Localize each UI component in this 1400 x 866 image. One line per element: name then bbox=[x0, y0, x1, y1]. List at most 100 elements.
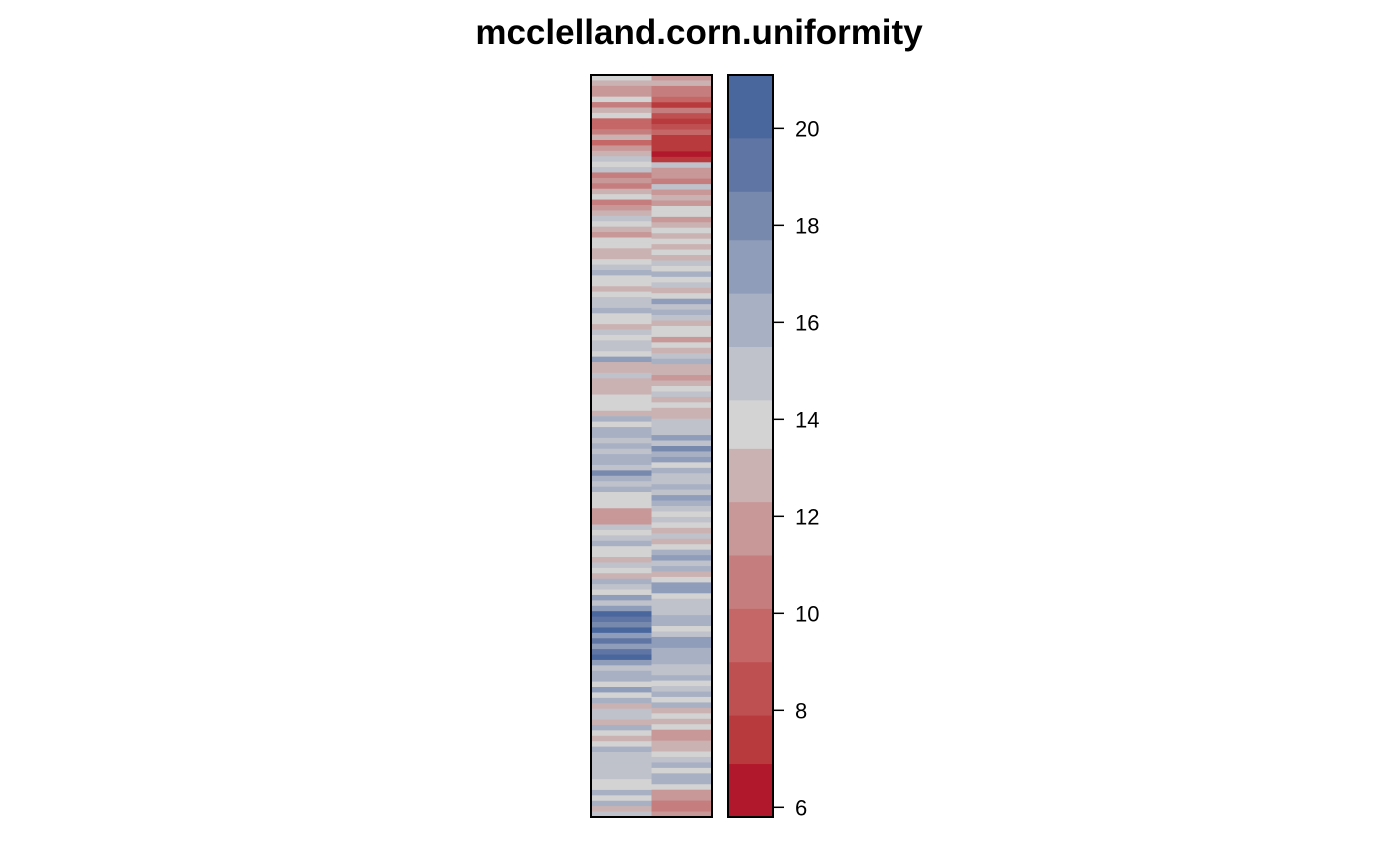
heatmap-cell bbox=[591, 275, 652, 282]
colorbar-swatch bbox=[728, 608, 773, 663]
heatmap-cell bbox=[651, 342, 713, 349]
heatmap-cell bbox=[651, 555, 713, 561]
heatmap-cell bbox=[591, 708, 652, 715]
heatmap-cell bbox=[651, 675, 713, 682]
heatmap-cell bbox=[591, 194, 652, 200]
colorbar-swatch bbox=[728, 191, 773, 241]
heatmap-cell bbox=[651, 713, 713, 720]
heatmap-cell bbox=[651, 506, 713, 512]
heatmap-cell bbox=[591, 557, 652, 563]
heatmap-cell bbox=[651, 91, 713, 98]
colorbar-tick-label: 18 bbox=[795, 213, 819, 238]
heatmap-cell bbox=[651, 336, 713, 343]
heatmap-cell bbox=[651, 702, 713, 709]
heatmap-cell bbox=[591, 573, 652, 580]
heatmap-cell bbox=[651, 566, 713, 572]
heatmap-cell bbox=[591, 134, 652, 141]
heatmap-cell bbox=[651, 435, 713, 441]
heatmap-cell bbox=[591, 123, 652, 130]
heatmap-cell bbox=[591, 562, 652, 569]
heatmap-cell bbox=[591, 464, 652, 471]
heatmap-cell bbox=[651, 75, 713, 81]
heatmap-cell bbox=[651, 255, 713, 261]
colorbar-swatch bbox=[728, 138, 773, 192]
heatmap-cell bbox=[651, 664, 713, 671]
heatmap-cell bbox=[651, 680, 713, 687]
heatmap-cell bbox=[591, 475, 652, 482]
heatmap-cell bbox=[591, 714, 652, 720]
heatmap-cell bbox=[591, 204, 652, 211]
heatmap-cell bbox=[651, 511, 713, 518]
heatmap-cell bbox=[591, 578, 652, 585]
heatmap-cell bbox=[591, 789, 652, 796]
heatmap-cell bbox=[591, 177, 652, 184]
heatmap-cell bbox=[591, 594, 652, 601]
heatmap-cell bbox=[591, 399, 652, 406]
colorbar-tick-label: 12 bbox=[795, 504, 819, 529]
heatmap-cell bbox=[651, 467, 713, 474]
heatmap-cell bbox=[591, 670, 652, 677]
heatmap-cell bbox=[591, 334, 652, 341]
heatmap-cell bbox=[591, 540, 652, 547]
heatmap-cell bbox=[591, 811, 652, 818]
heatmap-cell bbox=[651, 778, 713, 785]
heatmap-cell bbox=[591, 232, 652, 238]
heatmap-cell bbox=[591, 546, 652, 553]
heatmap-cell bbox=[591, 470, 652, 477]
heatmap-cell bbox=[591, 486, 652, 493]
heatmap-cell bbox=[651, 293, 713, 300]
heatmap-cell bbox=[591, 248, 652, 255]
heatmap-cell bbox=[591, 145, 652, 152]
heatmap-cell bbox=[651, 407, 713, 414]
heatmap-cell bbox=[651, 233, 713, 240]
heatmap-cell bbox=[651, 402, 713, 409]
heatmap-cell bbox=[651, 325, 713, 332]
heatmap-cell bbox=[591, 795, 652, 802]
heatmap-cell bbox=[591, 118, 652, 125]
heatmap-cell bbox=[651, 811, 713, 818]
colorbar-tick-label: 8 bbox=[795, 698, 807, 723]
heatmap-cell bbox=[591, 719, 652, 726]
heatmap-cell bbox=[591, 313, 652, 320]
heatmap-cell bbox=[651, 795, 713, 802]
heatmap-cell bbox=[651, 571, 713, 578]
heatmap-cell bbox=[651, 740, 713, 747]
heatmap-cell bbox=[591, 372, 652, 379]
heatmap-cell bbox=[591, 752, 652, 758]
heatmap-cell bbox=[591, 508, 652, 515]
heatmap-cell bbox=[651, 216, 713, 223]
heatmap-cell bbox=[651, 653, 713, 660]
heatmap-cell bbox=[591, 605, 652, 612]
heatmap-cell bbox=[591, 638, 652, 645]
heatmap-cell bbox=[651, 358, 713, 365]
heatmap-cell bbox=[651, 544, 713, 551]
heatmap-cell bbox=[651, 707, 713, 714]
heatmap-cell bbox=[651, 320, 713, 327]
heatmap-cell bbox=[591, 156, 652, 163]
heatmap-cell bbox=[651, 184, 713, 190]
heatmap-cell bbox=[651, 527, 713, 534]
heatmap-cell bbox=[651, 696, 713, 703]
heatmap-cell bbox=[591, 697, 652, 704]
heatmap-cell bbox=[591, 703, 652, 710]
heatmap-cell bbox=[651, 549, 713, 556]
heatmap-cell bbox=[651, 789, 713, 796]
heatmap-cell bbox=[651, 385, 713, 392]
colorbar-swatch bbox=[728, 661, 773, 716]
heatmap-cell bbox=[591, 280, 652, 287]
heatmap-cell bbox=[651, 315, 713, 321]
heatmap-cell bbox=[591, 307, 652, 314]
heatmap-cell bbox=[591, 762, 652, 769]
heatmap-cell bbox=[591, 800, 652, 807]
heatmap-cell bbox=[591, 616, 652, 623]
heatmap-cell bbox=[591, 340, 652, 347]
heatmap-cell bbox=[591, 529, 652, 536]
colorbar-tick-label: 6 bbox=[795, 795, 807, 820]
heatmap-cell bbox=[651, 331, 713, 338]
heatmap-cell bbox=[651, 249, 713, 256]
heatmap-cell bbox=[651, 718, 713, 725]
heatmap-cell bbox=[591, 492, 652, 498]
heatmap-cell bbox=[651, 113, 713, 120]
heatmap-cell bbox=[651, 211, 713, 218]
heatmap-cell bbox=[591, 622, 652, 628]
